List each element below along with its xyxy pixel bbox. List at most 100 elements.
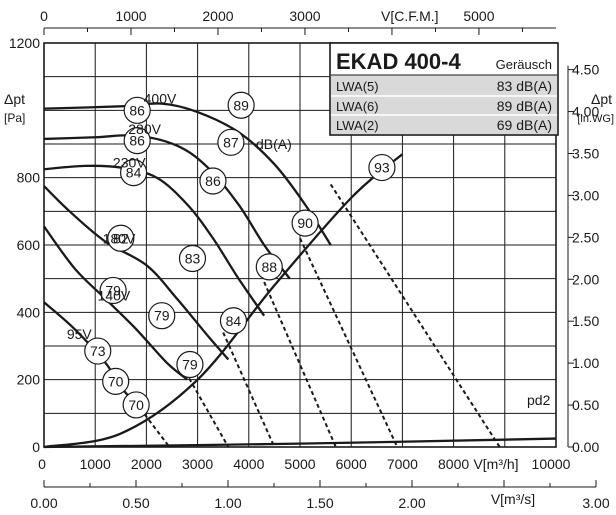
legend-header: Geräusch bbox=[496, 57, 552, 72]
noise-marker-circle bbox=[102, 367, 130, 395]
noise-marker: 84 bbox=[120, 159, 148, 187]
legend-row-value: 83 dB(A) bbox=[497, 78, 552, 94]
noise-marker-value: 79 bbox=[105, 282, 121, 298]
noise-marker-circle bbox=[199, 167, 227, 195]
x-bottom-end-label: 10000 bbox=[532, 456, 571, 472]
y-right-tick-label: 3.00 bbox=[572, 187, 599, 203]
legend-row-label: LWA(2) bbox=[336, 118, 379, 133]
dba-unit-label: dB(A) bbox=[256, 136, 292, 152]
y-right-tick-label: 2.00 bbox=[572, 271, 599, 287]
noise-marker-value: 79 bbox=[182, 357, 198, 373]
noise-marker: 86 bbox=[199, 167, 227, 195]
voltage-label: 95V bbox=[67, 326, 93, 342]
noise-marker: 79 bbox=[148, 302, 176, 330]
noise-marker: 73 bbox=[84, 337, 112, 365]
y-left-tick-label: 800 bbox=[17, 170, 41, 186]
x-top-unit-label: V[C.F.M.] bbox=[381, 8, 439, 24]
x-flow-unit-label: V[m³/s] bbox=[491, 491, 535, 507]
noise-marker-circle bbox=[123, 127, 151, 155]
x-bottom-tick-label: 1000 bbox=[80, 456, 111, 472]
voltage-label: 280V bbox=[128, 121, 161, 137]
x-flow-tick-label: 1.50 bbox=[306, 495, 333, 511]
y-right-tick-label: 4.50 bbox=[572, 62, 599, 78]
noise-marker-value: 88 bbox=[261, 259, 277, 275]
x-flow-tick-label: 1.00 bbox=[214, 495, 241, 511]
x-top-tick-label: 3000 bbox=[289, 8, 320, 24]
legend-row-label: LWA(5) bbox=[336, 79, 379, 94]
noise-marker-value: 90 bbox=[297, 215, 313, 231]
noise-marker-value: 89 bbox=[233, 97, 249, 113]
dashed-line bbox=[181, 365, 230, 448]
legend-title: EKAD 400-4 bbox=[336, 49, 461, 74]
x-bottom-tick-label: 6000 bbox=[336, 456, 367, 472]
x-bottom-tick-label: 8000 bbox=[438, 456, 469, 472]
x-flow-tick-label: 0.00 bbox=[30, 495, 57, 511]
voltage-curves bbox=[43, 102, 557, 449]
noise-marker-circle bbox=[99, 276, 127, 305]
y-left-label: Δpt bbox=[4, 91, 25, 107]
voltage-label: 400V bbox=[144, 91, 177, 107]
x-bottom-tick-label: 5000 bbox=[284, 456, 315, 472]
noise-marker-circle bbox=[227, 91, 255, 119]
noise-marker-circle bbox=[178, 244, 207, 273]
noise-marker: 88 bbox=[255, 253, 283, 281]
x-flow-tick-label: 0.50 bbox=[122, 495, 149, 511]
y-left-unit: [Pa] bbox=[4, 111, 25, 125]
series-line-280v bbox=[43, 134, 291, 280]
pd2-label: pd2 bbox=[527, 392, 551, 408]
legend-row-label: LWA(6) bbox=[336, 99, 379, 114]
noise-marker-value: 86 bbox=[129, 102, 145, 118]
noise-marker-circle bbox=[123, 96, 151, 124]
noise-marker-circle bbox=[120, 159, 148, 187]
y-left-tick-label: 1200 bbox=[9, 35, 40, 51]
x-bottom-tick-label: 2000 bbox=[131, 456, 162, 472]
noise-marker: 93 bbox=[368, 153, 396, 182]
y-right-tick-label: 4.00 bbox=[572, 104, 599, 120]
voltage-label: 180V bbox=[103, 230, 136, 246]
noise-marker: 84 bbox=[219, 307, 248, 335]
y-left-tick-label: 0 bbox=[32, 439, 40, 455]
series-line-140v bbox=[43, 225, 189, 381]
noise-marker-circle bbox=[176, 350, 204, 379]
dashed-line bbox=[263, 281, 337, 448]
noise-marker-value: 84 bbox=[126, 165, 142, 181]
noise-marker-value: 87 bbox=[223, 134, 239, 150]
y-right-unit: [in.WG] bbox=[577, 113, 614, 125]
x-top-tick-label: 2000 bbox=[202, 8, 233, 24]
noise-marker-circle bbox=[84, 337, 112, 365]
plot-frame bbox=[43, 42, 557, 448]
legend-row-value: 89 dB(A) bbox=[497, 98, 552, 114]
x-bottom-tick-label: 3000 bbox=[182, 456, 213, 472]
noise-marker: 79 bbox=[99, 276, 127, 305]
noise-marker: 82 bbox=[107, 224, 135, 252]
noise-marker-value: 86 bbox=[205, 173, 221, 189]
noise-marker: 90 bbox=[291, 209, 319, 237]
noise-marker-value: 93 bbox=[374, 160, 390, 176]
y-right-tick-label: 0.00 bbox=[572, 439, 599, 455]
x-top-tick-label: 5000 bbox=[463, 8, 494, 24]
noise-marker: 86 bbox=[123, 127, 151, 155]
y-left-tick-label: 400 bbox=[17, 304, 41, 320]
x-top-tick-label: 0 bbox=[40, 8, 48, 24]
noise-marker-circle bbox=[291, 209, 319, 237]
noise-marker: 70 bbox=[102, 367, 130, 395]
y-right-tick-label: 2.50 bbox=[572, 229, 599, 245]
noise-marker-circle bbox=[107, 224, 135, 252]
noise-marker-value: 86 bbox=[129, 133, 145, 149]
y-left-tick-label: 600 bbox=[17, 237, 41, 253]
dashed-line bbox=[329, 183, 501, 448]
y-right-tick-label: 1.00 bbox=[572, 355, 599, 371]
noise-marker: 87 bbox=[217, 128, 245, 156]
x-bottom-unit-label: V[m³/h] bbox=[473, 456, 518, 472]
noise-marker-circle bbox=[122, 391, 150, 419]
legend-row-value: 69 dB(A) bbox=[497, 117, 552, 133]
noise-marker-value: 82 bbox=[113, 230, 129, 246]
legend-box: EKAD 400-4 Geräusch LWA(5) 83 dB(A) LWA(… bbox=[329, 42, 559, 136]
voltage-label: 140V bbox=[98, 288, 131, 304]
noise-marker-circle bbox=[255, 253, 283, 281]
noise-marker-value: 70 bbox=[128, 397, 144, 413]
noise-marker-circle bbox=[217, 128, 245, 156]
y-right-tick-label: 1.50 bbox=[572, 313, 599, 329]
